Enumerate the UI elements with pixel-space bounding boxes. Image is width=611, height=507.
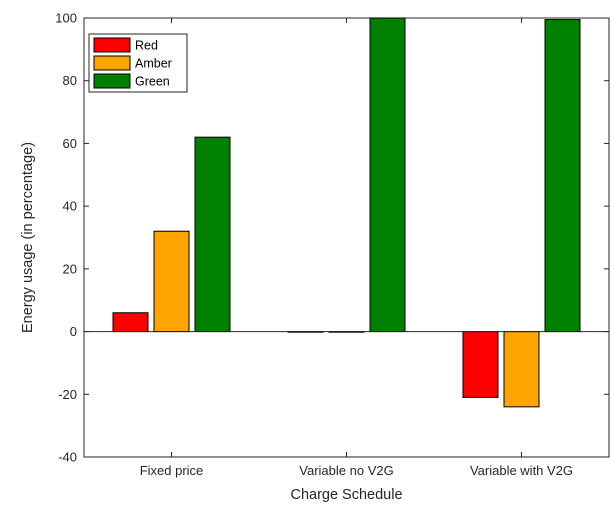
legend-swatch-green (93, 73, 131, 89)
x-tick-label: Variable no V2G (299, 463, 393, 478)
legend-swatch-red (93, 37, 131, 53)
bar-amber-fixed-price (153, 230, 190, 333)
y-tick-label: 40 (63, 199, 77, 214)
y-tick-label: 20 (63, 261, 77, 276)
ticks: -40 -20 0 20 40 60 80 100 Fixed price Variable no… (55, 11, 609, 478)
y-tick-label: -40 (58, 450, 77, 465)
y-tick-label: 60 (63, 136, 77, 151)
bar-green-variable-with-v2g (544, 19, 581, 333)
x-axis-label: Charge Schedule (290, 487, 402, 503)
bar-red-fixed-price (112, 312, 149, 333)
bar-red-variable-with-v2g (462, 331, 499, 398)
legend-label-red: Red (135, 39, 158, 53)
bar-amber-variable-with-v2g (503, 331, 540, 408)
x-tick-label: Fixed price (140, 463, 204, 478)
y-tick-label: 80 (63, 73, 77, 88)
y-tick-label: 0 (70, 324, 77, 339)
y-tick-label: 100 (55, 11, 77, 26)
legend: Red Amber Green (88, 33, 188, 93)
bar-green-variable-no-v2g (369, 17, 406, 333)
legend-label-green: Green (135, 75, 170, 89)
bars (112, 17, 581, 408)
y-tick-label: -20 (58, 387, 77, 402)
legend-label-amber: Amber (135, 57, 172, 71)
legend-swatch-amber (93, 55, 131, 71)
x-tick-label: Variable with V2G (470, 463, 573, 478)
y-axis-label: Energy usage (in percentage) (20, 142, 36, 333)
bar-green-fixed-price (194, 136, 231, 333)
